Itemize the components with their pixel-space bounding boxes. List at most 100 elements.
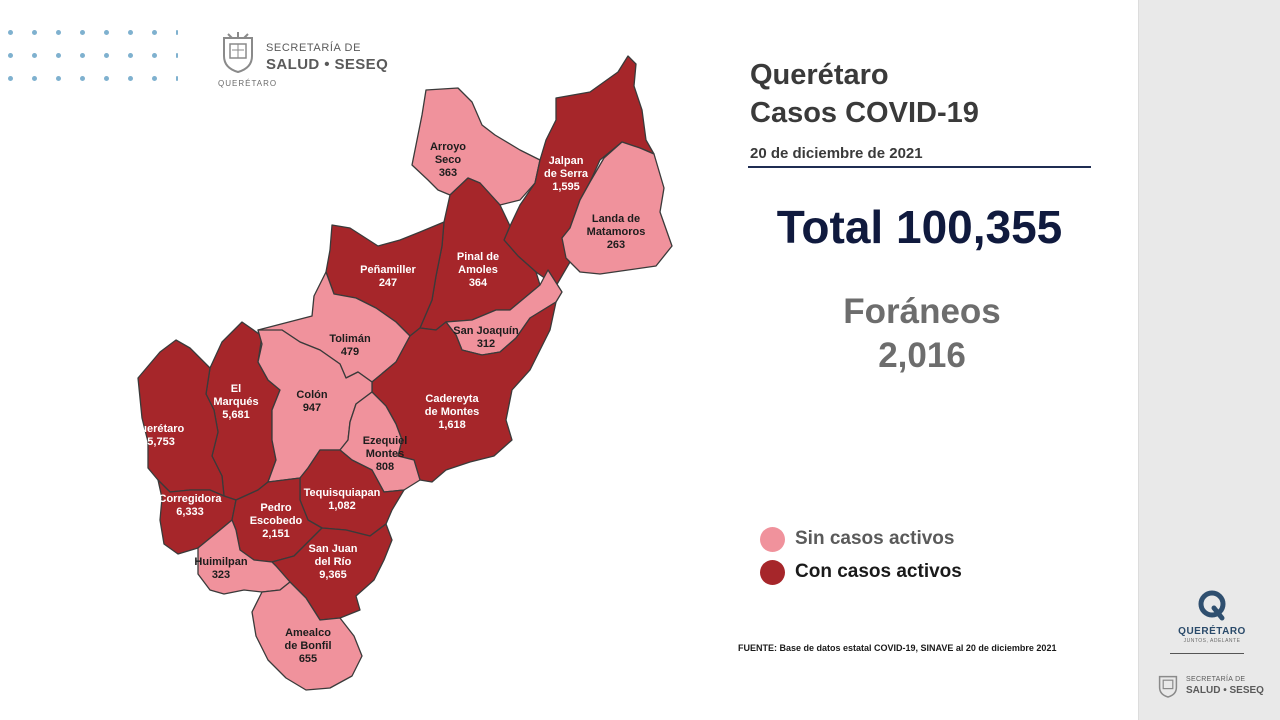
map-label-tequisquiapan: 1,082 <box>328 500 356 512</box>
seseq-logo-small: SECRETARÍA DE SALUD • SESEQ <box>1156 668 1276 708</box>
map-label-toliman: 479 <box>341 346 359 358</box>
map-label-landa: Landa de <box>592 213 640 225</box>
decorative-dot <box>104 76 109 81</box>
state-crest-icon <box>223 32 253 74</box>
map-label-pedro-escobedo: Pedro <box>260 502 291 514</box>
map-label-el-marques: El <box>231 383 241 395</box>
decorative-dot <box>32 53 37 58</box>
sidebar-org-line2: SALUD • SESEQ <box>1186 685 1264 696</box>
map-label-huimilpan: 323 <box>212 569 230 581</box>
map-label-ezequiel-montes: 808 <box>376 461 394 473</box>
decorative-dot <box>128 53 133 58</box>
gov-name: QUERÉTARO <box>1178 626 1246 637</box>
sidebar <box>1138 0 1280 720</box>
decorative-dot <box>80 53 85 58</box>
decorative-dot <box>32 30 37 35</box>
map-label-jalpan: 1,595 <box>552 181 580 193</box>
map-label-queretaro: Querétaro <box>132 423 185 435</box>
total-cases: Total 100,355 <box>776 201 1063 253</box>
decorative-dot <box>104 53 109 58</box>
map-label-corregidora: 6,333 <box>176 506 204 518</box>
legend-swatch-con <box>760 560 785 585</box>
map-label-cadereyta: Cadereyta <box>425 393 479 405</box>
org-state: QUERÉTARO <box>218 79 278 88</box>
map-label-san-juan-del-rio: 9,365 <box>319 569 347 581</box>
map-label-arroyo-seco: 363 <box>439 167 457 179</box>
map-label-colon: Colón <box>296 389 327 401</box>
map-label-cadereyta: 1,618 <box>438 419 466 431</box>
decorative-dot <box>128 30 133 35</box>
map-label-arroyo-seco: Arroyo <box>430 141 466 153</box>
state-crest-small-icon <box>1158 675 1178 698</box>
queretaro-q-icon <box>1198 590 1226 621</box>
decorative-dot <box>56 30 61 35</box>
map-label-jalpan: de Serra <box>544 168 589 180</box>
map-label-corregidora: Corregidora <box>159 493 223 505</box>
seseq-logo: SECRETARÍA DE SALUD • SESEQ QUERÉTARO <box>218 30 388 92</box>
foraneos-block: Foráneos 2,016 <box>782 290 1062 378</box>
decorative-dot <box>8 76 13 81</box>
report-date: 20 de diciembre de 2021 <box>750 145 923 162</box>
map-label-jalpan: Jalpan <box>549 155 584 167</box>
legend-swatch-sin <box>760 527 785 552</box>
foraneos-value: 2,016 <box>878 336 966 375</box>
legend-label-con: Con casos activos <box>795 561 962 582</box>
decorative-dot <box>32 76 37 81</box>
map-label-pedro-escobedo: 2,151 <box>262 528 290 540</box>
decorative-dot <box>176 30 178 35</box>
sidebar-divider <box>1170 653 1244 654</box>
map-label-pinal: 364 <box>469 277 488 289</box>
region-san-juan-del-rio <box>271 523 393 621</box>
decorative-dot <box>8 53 13 58</box>
map-label-san-juan-del-rio: del Río <box>315 556 352 568</box>
map-label-pinal: Amoles <box>458 264 498 276</box>
map-label-san-joaquin: San Joaquín <box>453 325 519 337</box>
region-landa <box>561 141 673 275</box>
decorative-dot <box>152 53 157 58</box>
gov-slogan: JUNTOS, ADELANTE <box>1183 638 1241 644</box>
title-line1: Querétaro <box>750 59 889 91</box>
legend-label-sin: Sin casos activos <box>795 528 955 549</box>
map-label-amealco: 655 <box>299 653 317 665</box>
map-label-pinal: Pinal de <box>457 251 499 263</box>
decorative-dot <box>80 76 85 81</box>
region-amealco <box>251 581 363 691</box>
decorative-dot <box>8 30 13 35</box>
org-line1: SECRETARÍA DE <box>266 42 362 54</box>
map-label-landa: Matamoros <box>587 226 646 238</box>
decorative-dot <box>176 53 178 58</box>
decorative-dot <box>152 76 157 81</box>
decorative-dot <box>56 53 61 58</box>
map-label-san-juan-del-rio: San Juan <box>309 543 358 555</box>
map-label-san-joaquin: 312 <box>477 338 495 350</box>
foraneos-label: Foráneos <box>843 292 1001 331</box>
map-label-huimilpan: Huimilpan <box>194 556 247 568</box>
map-label-ezequiel-montes: Montes <box>366 448 405 460</box>
map-label-penamiller: Peñamiller <box>360 264 416 276</box>
map-label-el-marques: Marqués <box>213 396 258 408</box>
map-label-penamiller: 247 <box>379 277 397 289</box>
map-label-ezequiel-montes: Ezequiel <box>363 435 408 447</box>
org-line2: SALUD • SESEQ <box>266 56 389 73</box>
decorative-dot <box>128 76 133 81</box>
sidebar-org-line1: SECRETARÍA DE <box>1186 676 1246 683</box>
map-label-amealco: de Bonfil <box>284 640 331 652</box>
decorative-dot <box>56 76 61 81</box>
page-title: Querétaro Casos COVID-19 <box>750 56 979 132</box>
map-label-pedro-escobedo: Escobedo <box>250 515 303 527</box>
queretaro-gov-logo: QUERÉTARO JUNTOS, ADELANTE <box>1172 588 1252 648</box>
map-label-colon: 947 <box>303 402 321 414</box>
map-label-amealco: Amealco <box>285 627 331 639</box>
title-divider <box>748 166 1091 168</box>
decorative-dot <box>176 76 178 81</box>
decorative-dot <box>104 30 109 35</box>
decorative-dot <box>152 30 157 35</box>
map-label-cadereyta: de Montes <box>425 406 479 418</box>
title-line2: Casos COVID-19 <box>750 97 979 129</box>
map-label-landa: 263 <box>607 239 625 251</box>
decorative-dot <box>80 30 85 35</box>
map-label-el-marques: 5,681 <box>222 409 250 421</box>
map-label-toliman: Tolimán <box>329 333 371 345</box>
